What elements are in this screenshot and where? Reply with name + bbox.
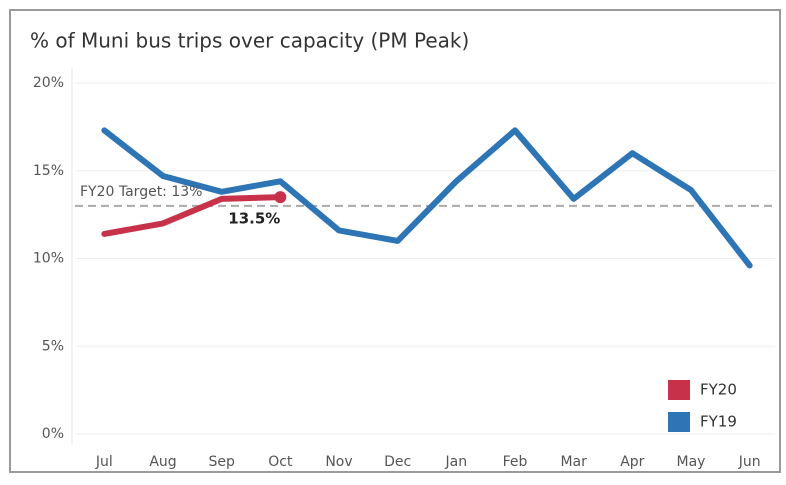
legend-swatch xyxy=(668,412,690,432)
legend-label: FY19 xyxy=(700,413,737,431)
target-label: FY20 Target: 13% xyxy=(80,184,202,200)
data-label: 13.5% xyxy=(228,210,280,228)
x-tick-label: Jan xyxy=(445,454,468,470)
x-tick-label: Jun xyxy=(738,454,761,470)
legend-swatch xyxy=(668,380,690,400)
y-tick-label: 20% xyxy=(33,75,64,91)
x-tick-label: Aug xyxy=(149,454,176,470)
x-tick-label: Dec xyxy=(384,454,411,470)
x-tick-label: Oct xyxy=(268,454,293,470)
series-line xyxy=(101,127,753,269)
x-tick-label: Feb xyxy=(503,454,528,470)
x-tick-label: Mar xyxy=(560,454,587,470)
series-line xyxy=(101,194,284,237)
chart-title: % of Muni bus trips over capacity (PM Pe… xyxy=(30,29,469,53)
y-tick-label: 0% xyxy=(42,426,64,442)
x-tick-label: Jul xyxy=(95,454,113,470)
y-tick-label: 10% xyxy=(33,251,64,267)
x-tick-label: Nov xyxy=(325,454,352,470)
x-tick-label: Sep xyxy=(208,454,235,470)
y-tick-label: 5% xyxy=(42,338,64,354)
x-tick-label: May xyxy=(677,454,706,470)
x-tick-label: Apr xyxy=(620,454,644,470)
legend-label: FY20 xyxy=(700,381,737,399)
y-tick-label: 15% xyxy=(33,163,64,179)
end-marker xyxy=(274,191,287,204)
